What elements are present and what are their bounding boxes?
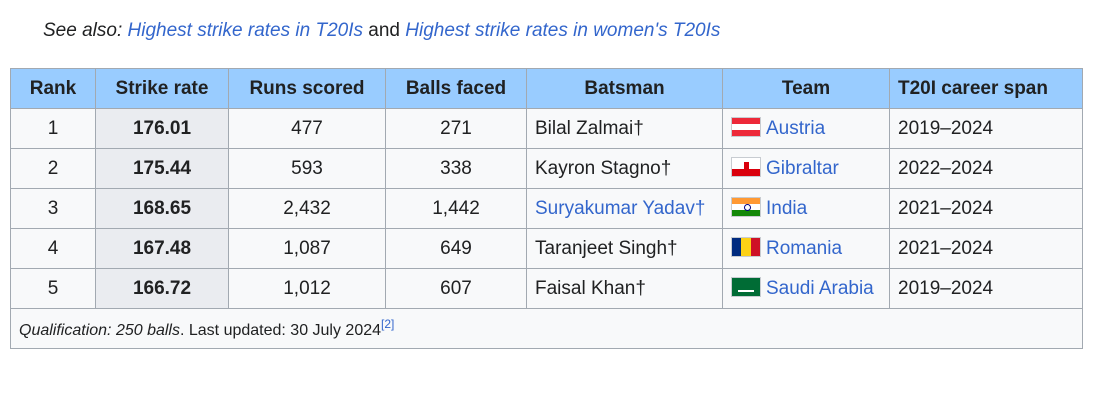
rank-cell: 3 — [10, 188, 96, 229]
strike-rate-cell: 167.48 — [95, 228, 229, 269]
table-footnote: Qualification: 250 balls. Last updated: … — [10, 308, 1083, 349]
balls-faced-cell: 271 — [385, 108, 527, 149]
balls-faced-cell: 1,442 — [385, 188, 527, 229]
team-link[interactable]: Gibraltar — [766, 158, 839, 179]
column-header-strike-rate[interactable]: Strike rate — [95, 68, 229, 109]
rank-cell: 2 — [10, 148, 96, 189]
team-link[interactable]: Romania — [766, 238, 843, 259]
balls-faced-cell: 338 — [385, 148, 527, 189]
batsman-name: Taranjeet Singh† — [535, 237, 678, 259]
runs-scored-cell: 2,432 — [228, 188, 386, 229]
career-span-cell: 2021–2024 — [889, 188, 1083, 229]
rank-cell: 4 — [10, 228, 96, 269]
column-header-batsman[interactable]: Batsman — [526, 68, 723, 109]
table-row: 4 167.48 1,087 649 Taranjeet Singh† Romania 20… — [10, 228, 1083, 269]
table-header-row: Rank Strike rate Runs scored Balls faced… — [10, 68, 1083, 109]
strike-rate-cell: 166.72 — [95, 268, 229, 309]
balls-faced-cell: 607 — [385, 268, 527, 309]
column-header-runs-scored[interactable]: Runs scored — [228, 68, 386, 109]
batsman-name: Kayron Stagno† — [535, 157, 672, 179]
saudi-flag-icon — [731, 277, 761, 297]
see-also-hatnote: See also: Highest strike rates in T20Is … — [43, 20, 720, 42]
team-link[interactable]: Austria — [766, 118, 826, 139]
rank-cell: 5 — [10, 268, 96, 309]
table-row: 3 168.65 2,432 1,442 Suryakumar Yadav† India 2… — [10, 188, 1083, 229]
link-highest-strike-rates-t20is[interactable]: Highest strike rates in T20Is — [127, 20, 363, 41]
gibraltar-flag-icon — [731, 157, 761, 177]
team-cell: Gibraltar — [722, 148, 890, 189]
batsman-name: Bilal Zalmai† — [535, 117, 644, 139]
reference-link[interactable]: [2] — [381, 317, 395, 331]
runs-scored-cell: 1,087 — [228, 228, 386, 269]
last-updated-note: . Last updated: 30 July 2024 — [179, 322, 382, 339]
balls-faced-cell: 649 — [385, 228, 527, 269]
romania-flag-icon — [731, 237, 761, 257]
see-also-prefix: See also: — [43, 20, 128, 41]
table-row: 5 166.72 1,012 607 Faisal Khan† Saudi Arabia 2… — [10, 268, 1083, 309]
column-header-balls-faced[interactable]: Balls faced — [385, 68, 527, 109]
batsman-cell: Kayron Stagno† — [526, 148, 723, 189]
link-highest-strike-rates-womens-t20is[interactable]: Highest strike rates in women's T20Is — [405, 20, 721, 41]
strike-rate-cell: 168.65 — [95, 188, 229, 229]
table-row: 2 175.44 593 338 Kayron Stagno† Gibraltar 2022… — [10, 148, 1083, 189]
runs-scored-cell: 593 — [228, 148, 386, 189]
team-cell: Austria — [722, 108, 890, 149]
column-header-career-span[interactable]: T20I career span — [889, 68, 1083, 109]
strike-rate-cell: 176.01 — [95, 108, 229, 149]
table-body: 1 176.01 477 271 Bilal Zalmai† Austria 2019–20… — [10, 108, 1083, 309]
runs-scored-cell: 477 — [228, 108, 386, 149]
see-also-separator: and — [362, 20, 406, 41]
career-span-cell: 2022–2024 — [889, 148, 1083, 189]
column-header-rank[interactable]: Rank — [10, 68, 96, 109]
batsman-name: Faisal Khan† — [535, 277, 646, 299]
table-footnote-row: Qualification: 250 balls. Last updated: … — [10, 308, 1083, 349]
india-flag-icon — [731, 197, 761, 217]
column-header-team[interactable]: Team — [722, 68, 890, 109]
batsman-cell: Faisal Khan† — [526, 268, 723, 309]
table-row: 1 176.01 477 271 Bilal Zalmai† Austria 2019–20… — [10, 108, 1083, 149]
batsman-cell: Bilal Zalmai† — [526, 108, 723, 149]
team-cell: Romania — [722, 228, 890, 269]
career-span-cell: 2019–2024 — [889, 108, 1083, 149]
career-span-cell: 2019–2024 — [889, 268, 1083, 309]
batsman-cell: Suryakumar Yadav† — [526, 188, 723, 229]
team-cell: Saudi Arabia — [722, 268, 890, 309]
strike-rate-cell: 175.44 — [95, 148, 229, 189]
qualification-note: Qualification: 250 balls — [19, 322, 180, 339]
batsman-link[interactable]: Suryakumar Yadav† — [535, 197, 706, 219]
career-span-cell: 2021–2024 — [889, 228, 1083, 269]
team-link[interactable]: India — [766, 198, 808, 219]
austria-flag-icon — [731, 117, 761, 137]
team-link[interactable]: Saudi Arabia — [766, 278, 874, 299]
batsman-cell: Taranjeet Singh† — [526, 228, 723, 269]
runs-scored-cell: 1,012 — [228, 268, 386, 309]
strike-rate-table: Rank Strike rate Runs scored Balls faced… — [10, 68, 1083, 349]
rank-cell: 1 — [10, 108, 96, 149]
team-cell: India — [722, 188, 890, 229]
